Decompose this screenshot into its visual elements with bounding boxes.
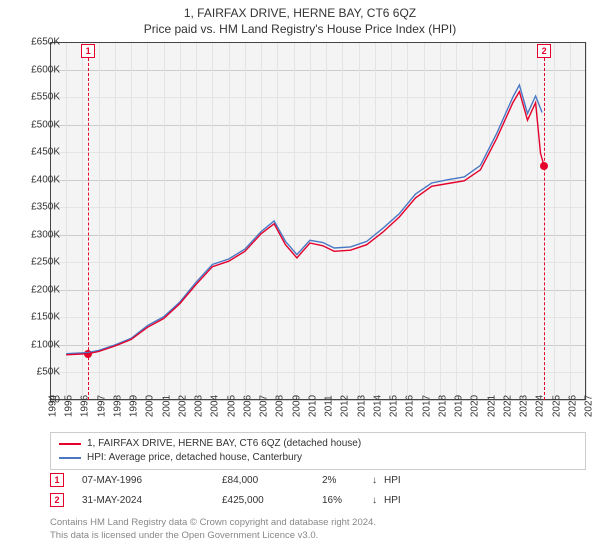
x-axis-label: 2006 [242, 395, 253, 417]
y-axis-label: £650K [31, 37, 60, 48]
gridline-v [586, 42, 587, 400]
x-axis-label: 2022 [502, 395, 513, 417]
y-axis-label: £100K [31, 339, 60, 350]
marker-badge: 1 [50, 473, 64, 487]
y-axis-label: £200K [31, 284, 60, 295]
x-axis-label: 2026 [567, 395, 578, 417]
txn-suffix: HPI [384, 475, 424, 486]
txn-price: £84,000 [222, 475, 322, 486]
x-axis-label: 2020 [470, 395, 481, 417]
x-axis-label: 2001 [161, 395, 172, 417]
x-axis-label: 1995 [64, 395, 75, 417]
series-hpi [66, 85, 542, 354]
x-axis-label: 2015 [389, 395, 400, 417]
txn-suffix: HPI [384, 495, 424, 506]
footer-attribution: Contains HM Land Registry data © Crown c… [50, 516, 586, 542]
x-axis-label: 2002 [177, 395, 188, 417]
line-series-svg [50, 42, 586, 400]
table-row: 2 31-MAY-2024 £425,000 16% ↓ HPI [50, 490, 586, 510]
x-axis-label: 2008 [275, 395, 286, 417]
x-axis-label: 2013 [356, 395, 367, 417]
txn-pct: 16% [322, 495, 372, 506]
chart-area: 12 [50, 42, 586, 400]
legend-swatch [59, 443, 81, 445]
x-axis-label: 1994 [48, 395, 59, 417]
x-axis-label: 2016 [405, 395, 416, 417]
x-axis-label: 2021 [486, 395, 497, 417]
x-axis-label: 2007 [259, 395, 270, 417]
x-axis-label: 2019 [454, 395, 465, 417]
x-axis-label: 2003 [194, 395, 205, 417]
y-axis-label: £350K [31, 202, 60, 213]
x-axis-label: 2024 [535, 395, 546, 417]
y-axis-label: £50K [37, 367, 60, 378]
txn-date: 31-MAY-2024 [82, 495, 222, 506]
y-axis-label: £500K [31, 119, 60, 130]
x-axis-label: 2023 [519, 395, 530, 417]
txn-price: £425,000 [222, 495, 322, 506]
legend: 1, FAIRFAX DRIVE, HERNE BAY, CT6 6QZ (de… [50, 432, 586, 470]
y-axis-label: £550K [31, 92, 60, 103]
x-axis-label: 2011 [324, 395, 335, 417]
x-axis-label: 2010 [307, 395, 318, 417]
marker-badge: 2 [50, 493, 64, 507]
x-axis-label: 2005 [226, 395, 237, 417]
chart-container: 1, FAIRFAX DRIVE, HERNE BAY, CT6 6QZ Pri… [0, 0, 600, 560]
x-axis-label: 2018 [437, 395, 448, 417]
y-axis-label: £400K [31, 174, 60, 185]
page-subtitle: Price paid vs. HM Land Registry's House … [0, 20, 600, 36]
x-axis-label: 2025 [551, 395, 562, 417]
y-axis-label: £150K [31, 312, 60, 323]
series-subject [66, 92, 544, 355]
x-axis-label: 2027 [584, 395, 595, 417]
transactions-table: 1 07-MAY-1996 £84,000 2% ↓ HPI 2 31-MAY-… [50, 470, 586, 510]
footer-line: This data is licensed under the Open Gov… [50, 529, 586, 542]
page-title: 1, FAIRFAX DRIVE, HERNE BAY, CT6 6QZ [0, 0, 600, 20]
down-arrow-icon: ↓ [372, 495, 384, 506]
x-axis-label: 2014 [372, 395, 383, 417]
x-axis-label: 2009 [291, 395, 302, 417]
x-axis-label: 1997 [96, 395, 107, 417]
y-axis-label: £300K [31, 229, 60, 240]
x-axis-label: 2000 [145, 395, 156, 417]
x-axis-label: 2004 [210, 395, 221, 417]
legend-label: 1, FAIRFAX DRIVE, HERNE BAY, CT6 6QZ (de… [87, 437, 361, 451]
x-axis-label: 2012 [340, 395, 351, 417]
x-axis-label: 1999 [129, 395, 140, 417]
legend-label: HPI: Average price, detached house, Cant… [87, 451, 302, 465]
x-axis-label: 1998 [112, 395, 123, 417]
x-axis-label: 2017 [421, 395, 432, 417]
y-axis-label: £450K [31, 147, 60, 158]
txn-date: 07-MAY-1996 [82, 475, 222, 486]
x-axis-label: 1996 [80, 395, 91, 417]
legend-item-hpi: HPI: Average price, detached house, Cant… [59, 451, 577, 465]
y-axis-label: £600K [31, 64, 60, 75]
footer-line: Contains HM Land Registry data © Crown c… [50, 516, 586, 529]
y-axis-label: £250K [31, 257, 60, 268]
table-row: 1 07-MAY-1996 £84,000 2% ↓ HPI [50, 470, 586, 490]
down-arrow-icon: ↓ [372, 475, 384, 486]
txn-pct: 2% [322, 475, 372, 486]
legend-item-subject: 1, FAIRFAX DRIVE, HERNE BAY, CT6 6QZ (de… [59, 437, 577, 451]
legend-swatch [59, 457, 81, 459]
